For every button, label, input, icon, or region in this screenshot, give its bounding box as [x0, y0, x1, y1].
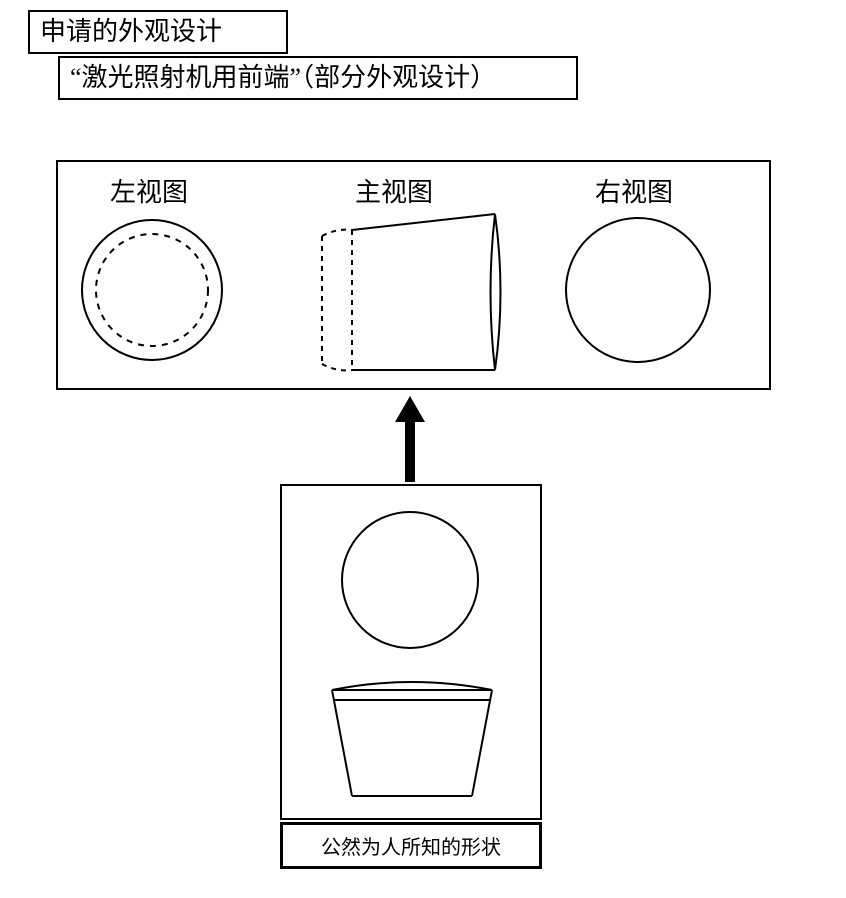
- prior-art-circle: [334, 504, 486, 656]
- subtitle-text: “激光照射机用前端”（部分外观设计）: [70, 63, 496, 92]
- front-view-shape: [300, 210, 520, 375]
- title-text: 申请的外观设计: [40, 17, 222, 46]
- left-view-label-text: 左视图: [110, 178, 188, 207]
- prior-art-label-text: 公然为人所知的形状: [321, 837, 501, 859]
- left-view-label: 左视图: [110, 172, 188, 209]
- subtitle-box: “激光照射机用前端”（部分外观设计）: [58, 56, 578, 100]
- prior-art-cup: [324, 674, 500, 804]
- up-arrow-icon: [388, 396, 432, 486]
- title-box: 申请的外观设计: [28, 10, 288, 54]
- prior-art-label-box: 公然为人所知的形状: [280, 822, 542, 869]
- right-view-shape: [558, 210, 718, 370]
- right-view-label: 右视图: [595, 172, 673, 209]
- front-view-label-text: 主视图: [355, 178, 433, 207]
- left-view-shape: [70, 208, 235, 373]
- right-view-label-text: 右视图: [595, 178, 673, 207]
- front-view-label: 主视图: [355, 172, 433, 209]
